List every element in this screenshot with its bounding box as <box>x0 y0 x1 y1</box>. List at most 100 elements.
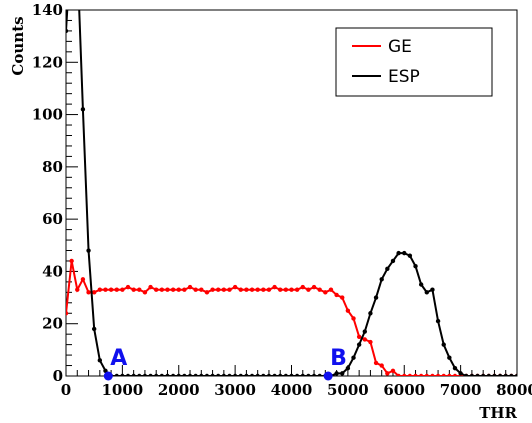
data-point <box>182 287 187 292</box>
data-point <box>306 373 311 376</box>
data-point <box>108 287 114 292</box>
data-point <box>66 28 69 34</box>
data-point <box>390 258 396 264</box>
data-point <box>91 326 97 332</box>
data-point <box>142 373 148 376</box>
data-point <box>137 287 142 292</box>
data-point <box>261 373 266 376</box>
data-point <box>261 287 266 292</box>
data-point <box>266 373 272 376</box>
y-tick-label: 20 <box>42 315 63 333</box>
data-point <box>294 287 300 292</box>
data-point <box>137 373 142 376</box>
data-point <box>86 290 91 295</box>
series-ge <box>66 258 517 376</box>
data-point <box>159 373 165 376</box>
data-point <box>300 284 305 290</box>
data-point <box>80 107 86 112</box>
series-esp <box>66 10 517 376</box>
data-point <box>407 373 413 376</box>
data-point <box>69 258 74 264</box>
data-point <box>255 373 260 376</box>
data-point <box>97 287 103 292</box>
data-point <box>441 373 446 376</box>
data-point <box>131 287 136 292</box>
data-point <box>469 373 475 376</box>
data-point <box>306 287 311 292</box>
data-point <box>340 295 345 300</box>
data-point <box>278 373 283 376</box>
data-point <box>75 287 80 292</box>
data-point <box>447 355 452 360</box>
data-point <box>340 371 345 376</box>
data-point <box>142 290 148 295</box>
data-point <box>193 287 198 292</box>
data-point <box>407 253 413 258</box>
data-point <box>334 371 339 376</box>
data-point <box>232 284 238 290</box>
data-point <box>362 329 367 334</box>
data-point <box>238 373 243 376</box>
data-point <box>447 373 452 376</box>
data-point <box>210 287 215 292</box>
data-point <box>125 373 131 376</box>
data-point <box>458 371 463 376</box>
data-point <box>385 371 390 376</box>
data-point <box>244 373 249 376</box>
data-point <box>368 311 373 316</box>
annotation-label: A <box>110 346 127 371</box>
y-tick-label: 80 <box>42 158 63 176</box>
data-point <box>187 373 193 376</box>
data-point <box>204 373 210 376</box>
data-point <box>334 292 339 298</box>
data-point <box>176 373 181 376</box>
data-point <box>413 373 418 376</box>
data-point <box>351 316 356 321</box>
data-point <box>317 373 322 376</box>
data-point <box>80 277 86 282</box>
data-point <box>86 248 91 253</box>
y-axis-title: Counts <box>9 16 27 75</box>
data-point <box>120 287 125 292</box>
x-tick-label: 6000 <box>383 381 425 399</box>
data-point <box>509 373 514 376</box>
x-tick-label: 7000 <box>440 381 482 399</box>
data-point <box>413 264 418 269</box>
data-point <box>368 339 373 345</box>
data-point <box>311 373 317 376</box>
x-tick-label: 5000 <box>327 381 369 399</box>
data-point <box>356 342 362 347</box>
y-tick-label: 120 <box>32 53 63 71</box>
x-tick-label: 0 <box>61 381 71 399</box>
y-tick-label: 60 <box>42 210 63 228</box>
data-point <box>227 373 232 376</box>
data-point <box>351 355 356 360</box>
data-point <box>125 284 131 290</box>
data-point <box>503 373 508 376</box>
x-axis-title: THR <box>479 404 517 422</box>
data-point <box>97 358 103 363</box>
data-point <box>199 373 204 376</box>
data-point <box>165 287 170 292</box>
data-point <box>249 287 255 292</box>
legend: GE ESP <box>335 27 493 97</box>
data-point <box>356 334 362 339</box>
data-point <box>255 287 260 292</box>
data-point <box>430 287 435 292</box>
data-point <box>396 250 401 256</box>
y-tick-label: 40 <box>42 262 63 280</box>
legend-box <box>335 27 493 97</box>
data-point <box>232 373 238 376</box>
data-point <box>379 363 384 368</box>
data-point <box>272 284 277 290</box>
data-point <box>272 373 277 376</box>
data-point <box>402 250 407 256</box>
annotation-marker <box>323 371 333 381</box>
data-point <box>266 287 272 292</box>
x-tick-label: 1000 <box>102 381 144 399</box>
data-point <box>244 287 249 292</box>
data-point <box>435 373 441 376</box>
data-point <box>204 290 210 295</box>
